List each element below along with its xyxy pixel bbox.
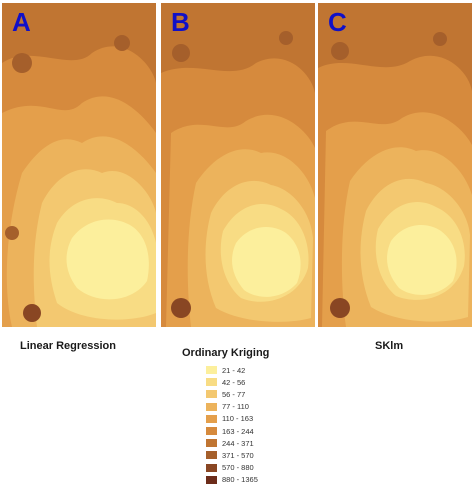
legend-item: 570 - 880 [206, 462, 272, 474]
legend-item: 56 - 77 [206, 388, 272, 400]
legend-swatch [206, 402, 217, 411]
legend-swatch [206, 427, 217, 436]
legend-swatch [206, 451, 217, 460]
legend-item: 77 - 110 [206, 401, 272, 413]
caption-linear-regression: Linear Regression [20, 340, 116, 352]
legend-item: 163 - 244 [206, 425, 272, 437]
map-panel-sklm: C [318, 3, 472, 327]
legend-item: 371 - 570 [206, 449, 272, 461]
legend-label: 21 - 42 [222, 365, 246, 375]
legend-label: 244 - 371 [222, 438, 254, 448]
map-panel-ordinary-kriging: B [161, 3, 315, 327]
caption-sklm: SKlm [375, 340, 404, 352]
map-panel-linear-regression: A [2, 3, 156, 327]
map-linear-regression [2, 3, 156, 327]
legend-item: 880 - 1365 [206, 474, 272, 486]
legend-label: 56 - 77 [222, 389, 246, 399]
legend-item: 42 - 56 [206, 376, 272, 388]
map-sklm [318, 3, 472, 327]
legend-item: 244 - 371 [206, 437, 272, 449]
legend-swatch [206, 390, 217, 399]
legend: 21 - 42 42 - 56 56 - 77 77 - 110 110 - 163 16… [206, 364, 272, 486]
legend-swatch [206, 463, 217, 472]
legend-label: 42 - 56 [222, 377, 246, 387]
legend-item: 21 - 42 [206, 364, 272, 376]
legend-label: 880 - 1365 [222, 475, 258, 485]
map-ordinary-kriging [161, 3, 315, 327]
legend-label: 163 - 244 [222, 426, 254, 436]
legend-swatch [206, 439, 217, 448]
panel-letter-a: A [12, 7, 31, 37]
legend-swatch [206, 366, 217, 375]
legend-label: 110 - 163 [222, 414, 254, 424]
legend-label: 570 - 880 [222, 463, 254, 473]
caption-ordinary-kriging: Ordinary Kriging [182, 347, 270, 359]
legend-swatch [206, 475, 217, 484]
panel-letter-b: B [171, 7, 190, 37]
legend-label: 371 - 570 [222, 450, 254, 460]
legend-item: 110 - 163 [206, 413, 272, 425]
panel-letter-c: C [328, 7, 347, 37]
legend-swatch [206, 378, 217, 387]
legend-swatch [206, 414, 217, 423]
legend-label: 77 - 110 [222, 402, 249, 412]
